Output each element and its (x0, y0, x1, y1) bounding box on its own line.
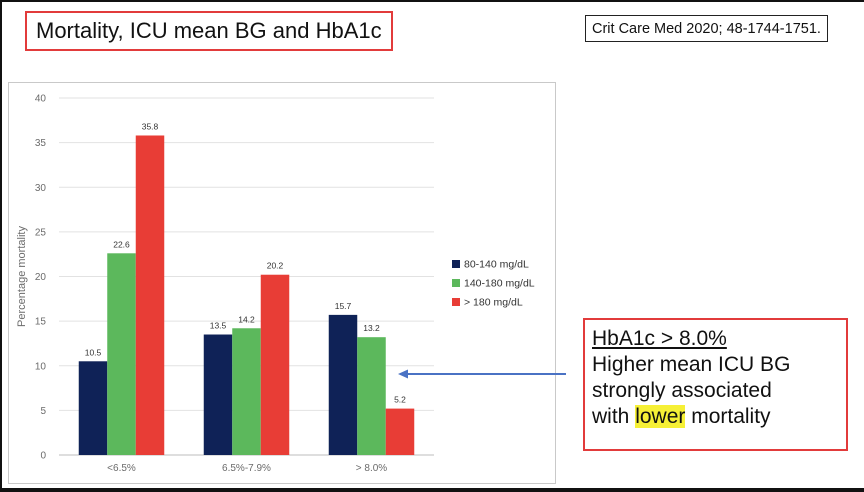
y-axis-label: Percentage mortality (16, 226, 28, 327)
chart-panel: 0 5 10 15 20 25 30 35 40 Percentage mortality 10.5… (8, 82, 556, 484)
legend-swatch (452, 298, 460, 306)
callout-line-3-suffix: mortality (685, 405, 771, 428)
legend-label: 140-180 mg/dL (464, 278, 535, 290)
legend-swatch (452, 279, 460, 287)
legend-label: 80-140 mg/dL (464, 259, 529, 271)
y-tick-label: 40 (35, 94, 47, 105)
x-tick-label: 6.5%-7.9% (222, 463, 271, 474)
callout-heading: HbA1c > 8.0% (592, 327, 727, 350)
bar (135, 135, 165, 456)
callout-line-3-prefix: with (592, 405, 636, 428)
bar-value-label: 13.5 (210, 321, 227, 331)
bar (357, 337, 386, 455)
bar (203, 334, 233, 455)
callout-highlight-word: lower (635, 405, 686, 428)
callout-line-3: with lower mortality (592, 404, 846, 430)
callout-line-1: Higher mean ICU BG (592, 353, 791, 376)
bar-value-label: 14.2 (238, 314, 255, 324)
x-tick-label: <6.5% (107, 463, 136, 474)
bar-value-label: 10.5 (85, 347, 102, 357)
x-tick-label: > 8.0% (356, 463, 388, 474)
citation-box: Crit Care Med 2020; 48-1744-1751. (585, 15, 828, 42)
callout-box: HbA1c > 8.0% Higher mean ICU BG strongly… (583, 318, 848, 451)
bar (107, 253, 136, 455)
bar-value-label: 35.8 (142, 121, 159, 131)
legend-label: > 180 mg/dL (464, 297, 523, 309)
y-tick-label: 35 (35, 138, 47, 149)
y-tick-label: 10 (35, 361, 47, 372)
bar (78, 361, 108, 455)
callout-line-2: strongly associated (592, 379, 772, 402)
slide-title-box: Mortality, ICU mean BG and HbA1c (25, 11, 393, 51)
bar-value-label: 22.6 (113, 239, 130, 249)
y-tick-label: 15 (35, 317, 47, 328)
slide-top-border (0, 0, 864, 2)
slide-bottom-border (0, 488, 864, 492)
bar (232, 328, 261, 455)
citation-text: Crit Care Med 2020; 48-1744-1751. (592, 20, 821, 37)
y-tick-label: 5 (40, 406, 46, 417)
bar (385, 408, 415, 455)
y-tick-label: 0 (40, 451, 46, 462)
legend-swatch (452, 260, 460, 268)
mortality-bar-chart: 0 5 10 15 20 25 30 35 40 Percentage mortality 10.5… (16, 94, 535, 475)
bar-value-label: 15.7 (335, 301, 352, 311)
y-tick-label: 20 (35, 272, 47, 283)
bar-value-label: 5.2 (394, 395, 406, 405)
slide-left-border (0, 0, 2, 492)
bar (328, 314, 358, 455)
bar (260, 274, 290, 455)
bar-value-label: 20.2 (267, 261, 284, 271)
slide-title: Mortality, ICU mean BG and HbA1c (36, 18, 382, 43)
y-tick-label: 25 (35, 227, 47, 238)
bar-value-label: 13.2 (363, 323, 380, 333)
y-tick-label: 30 (35, 183, 47, 194)
